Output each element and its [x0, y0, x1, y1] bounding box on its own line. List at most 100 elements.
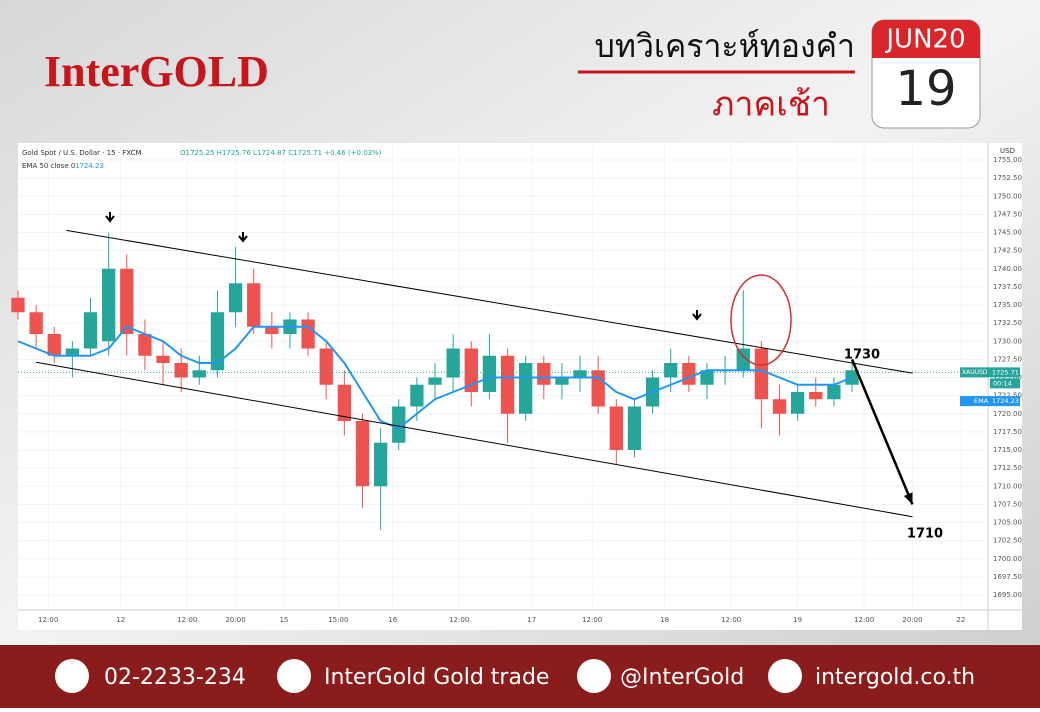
indicator-value: 1724.23 [75, 162, 104, 170]
highlight-ellipse [730, 274, 792, 366]
candle-body [790, 392, 805, 414]
x-tick-label: 19 [793, 616, 802, 624]
y-tick-label: 1745.00 [993, 229, 1022, 237]
brand: InterGOLD [44, 47, 269, 96]
y-tick-label: 1752.50 [993, 174, 1022, 182]
y-tick-label: 1735.00 [993, 301, 1022, 309]
y-tick-label: 1725.00 [993, 374, 1022, 382]
candle-body [47, 334, 61, 356]
y-tick-label: 1710.00 [993, 482, 1022, 490]
x-tick-label: 12:00 [721, 616, 741, 624]
phone-icon [55, 659, 89, 693]
line-id: @InterGold [620, 665, 744, 690]
y-tick-label: 1700.00 [993, 555, 1022, 563]
trend-line [66, 229, 913, 374]
y-tick-label: 1740.00 [993, 265, 1022, 273]
y-tick-label: 1695.00 [993, 591, 1022, 599]
candle-body [174, 363, 188, 378]
candle-body [102, 268, 116, 342]
candle-body [845, 370, 859, 385]
y-tick-label: 1727.50 [993, 355, 1022, 363]
candle-body [609, 406, 623, 450]
candle-body [500, 355, 515, 414]
candle-body [120, 268, 134, 334]
x-tick-label: 12:00 [854, 616, 874, 624]
x-tick-label: 20:00 [902, 616, 922, 624]
ema-tag-value: 1724.23 [992, 397, 1019, 405]
facebook: InterGold Gold trade [324, 665, 549, 690]
candle-body [83, 312, 98, 349]
candle-body [247, 283, 261, 327]
x-tick-label: 18 [660, 616, 669, 624]
candle-body [392, 406, 406, 443]
x-tick-label: 12:00 [582, 616, 602, 624]
facebook-icon [277, 659, 311, 693]
candle-body [228, 283, 243, 313]
x-tick-label: 16 [388, 616, 397, 624]
candle-body [265, 326, 279, 334]
calendar-day: 19 [895, 61, 956, 117]
candle-body [519, 363, 533, 414]
y-tick-label: 1747.50 [993, 210, 1022, 218]
y-tick-label: 1697.50 [993, 573, 1022, 581]
currency: USD [1000, 147, 1015, 155]
candle-body [319, 348, 333, 385]
ema-tag-name: EMA [974, 397, 989, 405]
y-tick-label: 1737.50 [993, 283, 1022, 291]
y-tick-label: 1732.50 [993, 319, 1022, 327]
y-tick-label: 1712.50 [993, 464, 1022, 472]
candle-body [337, 384, 352, 421]
arrows [105, 212, 702, 321]
x-tick-label: 17 [527, 616, 536, 624]
ohlc: O1725.25 H1725.76 L1724.87 C1725.71 +0.4… [180, 149, 382, 157]
candle-body [29, 312, 43, 334]
y-tick-label: 1722.50 [993, 392, 1022, 400]
indicator: EMA 50 close 0 [22, 162, 75, 170]
candle-body [682, 363, 696, 385]
countdown: 00:14 [993, 379, 1012, 387]
calendar-month: JUN20 [884, 25, 965, 55]
trend-line [850, 358, 914, 505]
candle-body [627, 406, 642, 450]
phone: 02-2233-234 [104, 665, 246, 690]
candle-body [210, 312, 225, 371]
candle-body [809, 392, 823, 400]
symbol: Gold Spot / U.S. Dollar · 15 · FXCM [22, 149, 142, 157]
candle-body [537, 363, 551, 385]
candle-body [11, 297, 25, 313]
candle-body [482, 355, 497, 392]
title: บทวิเคราะห์ทองคำ [595, 27, 855, 65]
candle-body [301, 319, 315, 349]
countdown-tag [990, 378, 1020, 389]
y-tick-label: 1755.00 [993, 156, 1022, 164]
arrow-head [903, 492, 913, 505]
candle-body [591, 370, 605, 407]
footer [0, 645, 1040, 708]
candle-body [700, 370, 714, 385]
candle-body [754, 348, 769, 400]
y-tick-label: 1730.00 [993, 337, 1022, 345]
y-tick-label: 1750.00 [993, 192, 1022, 200]
candle-body [827, 384, 841, 400]
candle-body [446, 348, 460, 378]
y-tick-label: 1742.50 [993, 247, 1022, 255]
website: intergold.co.th [815, 665, 975, 690]
price-tag [960, 367, 1020, 378]
candle-body [410, 384, 424, 407]
candle-body [373, 442, 388, 487]
candle-body [192, 370, 206, 378]
x-tick-label: 22 [956, 616, 965, 624]
annotation: 1730 [844, 348, 880, 363]
candle-body [772, 399, 787, 414]
web-icon [768, 659, 802, 693]
line-icon [577, 659, 611, 693]
x-tick-label: 20:00 [225, 616, 245, 624]
candle-body [573, 370, 587, 378]
candle-body [555, 377, 569, 385]
calendar-top [872, 20, 980, 58]
y-tick-label: 1717.50 [993, 428, 1022, 436]
subtitle: ภาคเช้า [712, 85, 830, 125]
y-tick-label: 1707.50 [993, 500, 1022, 508]
x-tick-label: 15 [279, 616, 288, 624]
